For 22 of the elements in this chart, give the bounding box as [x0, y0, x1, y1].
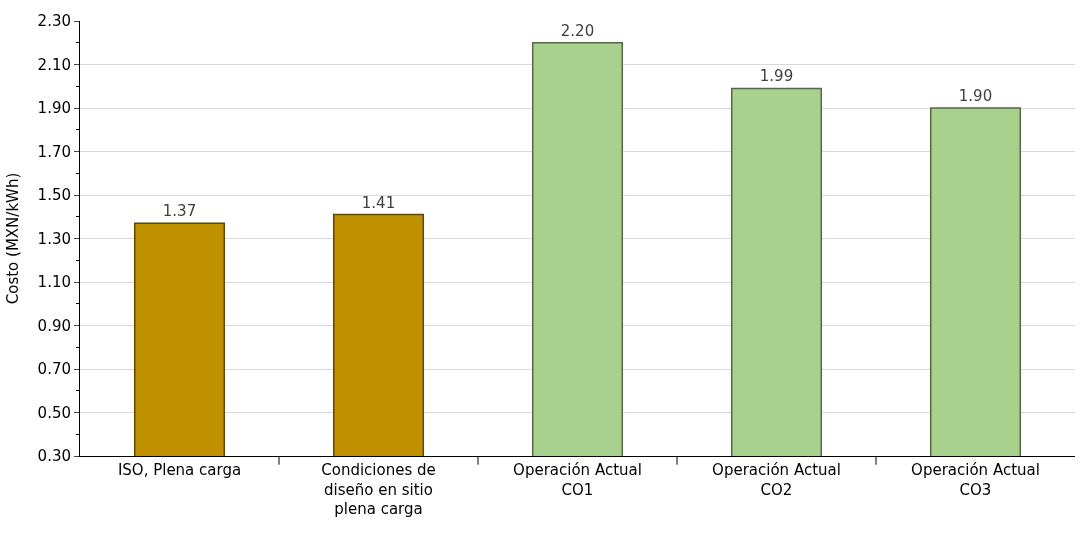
x-tick-label: Operación Actual CO1 — [513, 461, 642, 499]
x-tick-label: Condiciones de diseño en sitio plena carga — [321, 461, 436, 518]
y-tick-label: 1.70 — [37, 142, 71, 161]
data-label: 1.99 — [759, 67, 794, 86]
y-tick-label: 0.50 — [37, 403, 71, 422]
x-tick-label: Operación Actual CO3 — [911, 461, 1040, 499]
data-label: 1.90 — [958, 87, 993, 105]
y-tick-label: 1.50 — [37, 186, 71, 205]
y-tick-label: 0.70 — [37, 360, 71, 379]
y-tick-label: 2.10 — [37, 55, 71, 74]
y-tick-label: 0.90 — [37, 316, 71, 335]
y-tick-label: 1.10 — [37, 273, 71, 292]
data-label: 2.20 — [560, 21, 595, 40]
y-tick-label: 1.90 — [37, 99, 71, 118]
data-label: 1.37 — [162, 202, 197, 221]
x-tick-label: Operación Actual CO2 — [712, 461, 841, 499]
x-tick-label: ISO, Plena carga — [117, 461, 242, 479]
y-tick-label: 1.30 — [37, 229, 71, 248]
data-label: 1.41 — [361, 193, 396, 212]
y-tick-label: 0.30 — [37, 447, 71, 466]
y-tick-label: 2.30 — [37, 12, 71, 31]
y-axis-title: Costo (MXN/kWh) — [3, 172, 22, 305]
